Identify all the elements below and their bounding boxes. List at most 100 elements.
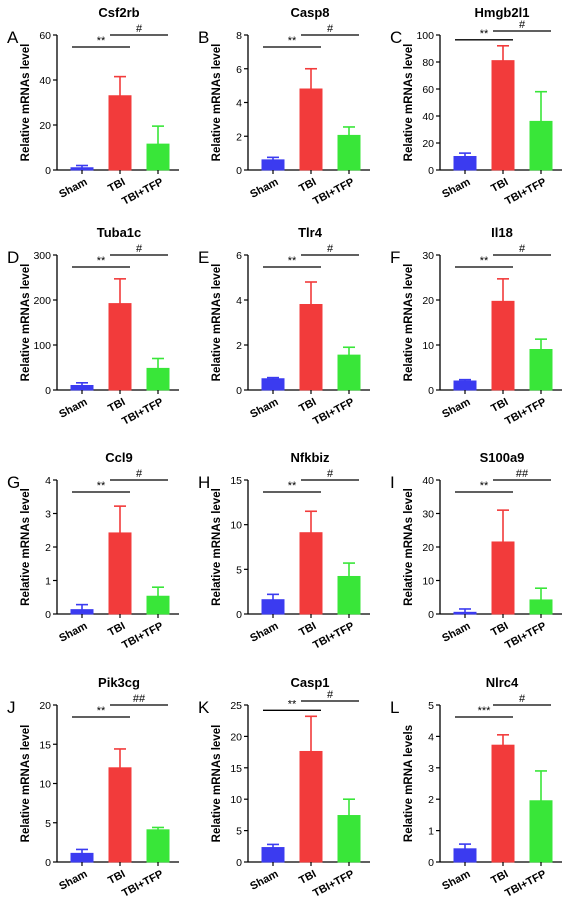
y-tick-label: 2 [428,794,434,806]
y-axis-label: Relative mRNAs level [403,44,415,162]
y-tick-label: 2 [45,542,51,554]
y-axis-label: Relative mRNAs level [211,264,223,382]
panel-letter: G [7,473,20,492]
y-tick-label: 5 [45,818,51,830]
y-axis-label: Relative mRNAs level [211,725,223,843]
x-tick-label: TBI [489,396,510,415]
panel-f: F Il18 Relative mRNAs level 0 10 20 30 Sham TBIT… [390,225,562,428]
x-tick-label: TBI+TFP [503,176,548,208]
significance-label: ** [480,480,489,492]
bar-tbi [108,767,132,863]
bar-tbi-tfp [337,815,361,863]
bar-tbi [491,744,515,863]
x-tick-label: Sham [248,396,280,421]
significance-label: # [136,243,143,255]
panel-letter: B [198,28,209,47]
significance-label: # [327,243,334,255]
y-tick-label: 0 [428,857,434,869]
y-tick-label: 20 [39,700,51,712]
significance-label: ** [288,255,297,267]
x-tick-label: Sham [57,396,89,421]
x-tick-label: TBI+TFP [503,396,548,428]
chart-title: Nfkbiz [291,450,331,465]
x-tick-label: TBI [106,620,127,639]
y-tick-label: 10 [230,520,242,532]
x-tick-label: Sham [440,396,472,421]
bar-tbi-tfp [146,367,170,391]
y-tick-label: 3 [428,763,434,775]
significance-label: # [327,689,334,701]
panel-b: B Casp8 Relative mRNAs level 0 2 4 6 8 Sham TBITB… [198,5,370,208]
bar-sham [261,847,285,863]
x-tick-label: Sham [57,176,89,201]
panel-letter: K [198,698,210,717]
y-tick-label: 60 [39,30,51,42]
significance-label: # [327,468,334,480]
significance-label: ** [97,35,106,47]
x-tick-label: Sham [248,620,280,645]
y-tick-label: 100 [33,340,51,352]
x-tick-label: TBI+TFP [120,868,165,900]
x-tick-label: TBI+TFP [120,176,165,208]
bar-sham [453,156,477,171]
y-tick-label: 25 [230,700,242,712]
x-tick-label: TBI [489,620,510,639]
bar-tbi-tfp [529,599,553,615]
x-tick-label: TBI [297,396,318,415]
bar-tbi-tfp [529,120,553,171]
significance-label: # [136,23,143,35]
y-tick-label: 0 [428,609,434,621]
panel-letter: A [7,28,19,47]
bar-tbi [299,750,323,863]
y-tick-label: 3 [45,509,51,521]
y-tick-label: 5 [236,564,242,576]
panel-letter: F [390,248,400,267]
chart-title: S100a9 [480,450,525,465]
bar-sham [70,167,94,171]
panel-c: C Hmgb2l1 Relative mRNAs level 0 20 40 60 80 100… [390,5,562,208]
bar-sham [261,378,285,391]
x-tick-label: Sham [248,868,280,893]
significance-label: ** [97,480,106,492]
chart-title: Casp1 [290,675,329,690]
y-axis-label: Relative mRNAs level [20,725,32,843]
x-tick-label: TBI [297,176,318,195]
y-tick-label: 10 [230,794,242,806]
panel-letter: I [390,473,395,492]
bar-tbi-tfp [146,143,170,171]
y-tick-label: 0 [45,165,51,177]
significance-label: ## [516,468,529,480]
panel-h: H Nfkbiz Relative mRNAs level 0 5 10 15 Sham TBI… [198,450,370,652]
y-tick-label: 0 [236,609,242,621]
y-tick-label: 0 [45,609,51,621]
y-tick-label: 40 [39,75,51,87]
panel-letter: D [7,248,19,267]
x-tick-label: TBI+TFP [311,396,356,428]
panel-l: L Nlrc4 Relative mRNA levels 0 1 2 3 4 5 Sham TBIT… [390,675,562,900]
y-tick-label: 8 [236,30,242,42]
y-tick-label: 20 [230,731,242,743]
significance-label: ## [133,693,146,705]
y-tick-label: 4 [45,475,51,487]
significance-label: ** [97,705,106,717]
y-tick-label: 0 [45,385,51,397]
significance-label: ** [480,255,489,267]
y-tick-label: 10 [422,340,434,352]
y-tick-label: 0 [45,857,51,869]
chart-title: Il18 [491,225,513,240]
significance-label: ** [288,480,297,492]
y-tick-label: 4 [428,731,434,743]
x-tick-label: TBI+TFP [311,620,356,652]
y-tick-label: 5 [428,700,434,712]
x-tick-label: Sham [440,868,472,893]
y-tick-label: 6 [236,64,242,76]
bar-tbi [108,95,132,171]
x-tick-label: TBI [106,176,127,195]
bar-tbi-tfp [337,575,361,615]
panel-i: I S100a9 Relative mRNAs level 0 10 20 30 40 Sham… [390,450,562,652]
y-tick-label: 0 [428,385,434,397]
y-axis-label: Relative mRNAs level [403,488,415,606]
y-tick-label: 4 [236,98,242,110]
significance-label: ** [97,255,106,267]
x-tick-label: TBI+TFP [311,176,356,208]
